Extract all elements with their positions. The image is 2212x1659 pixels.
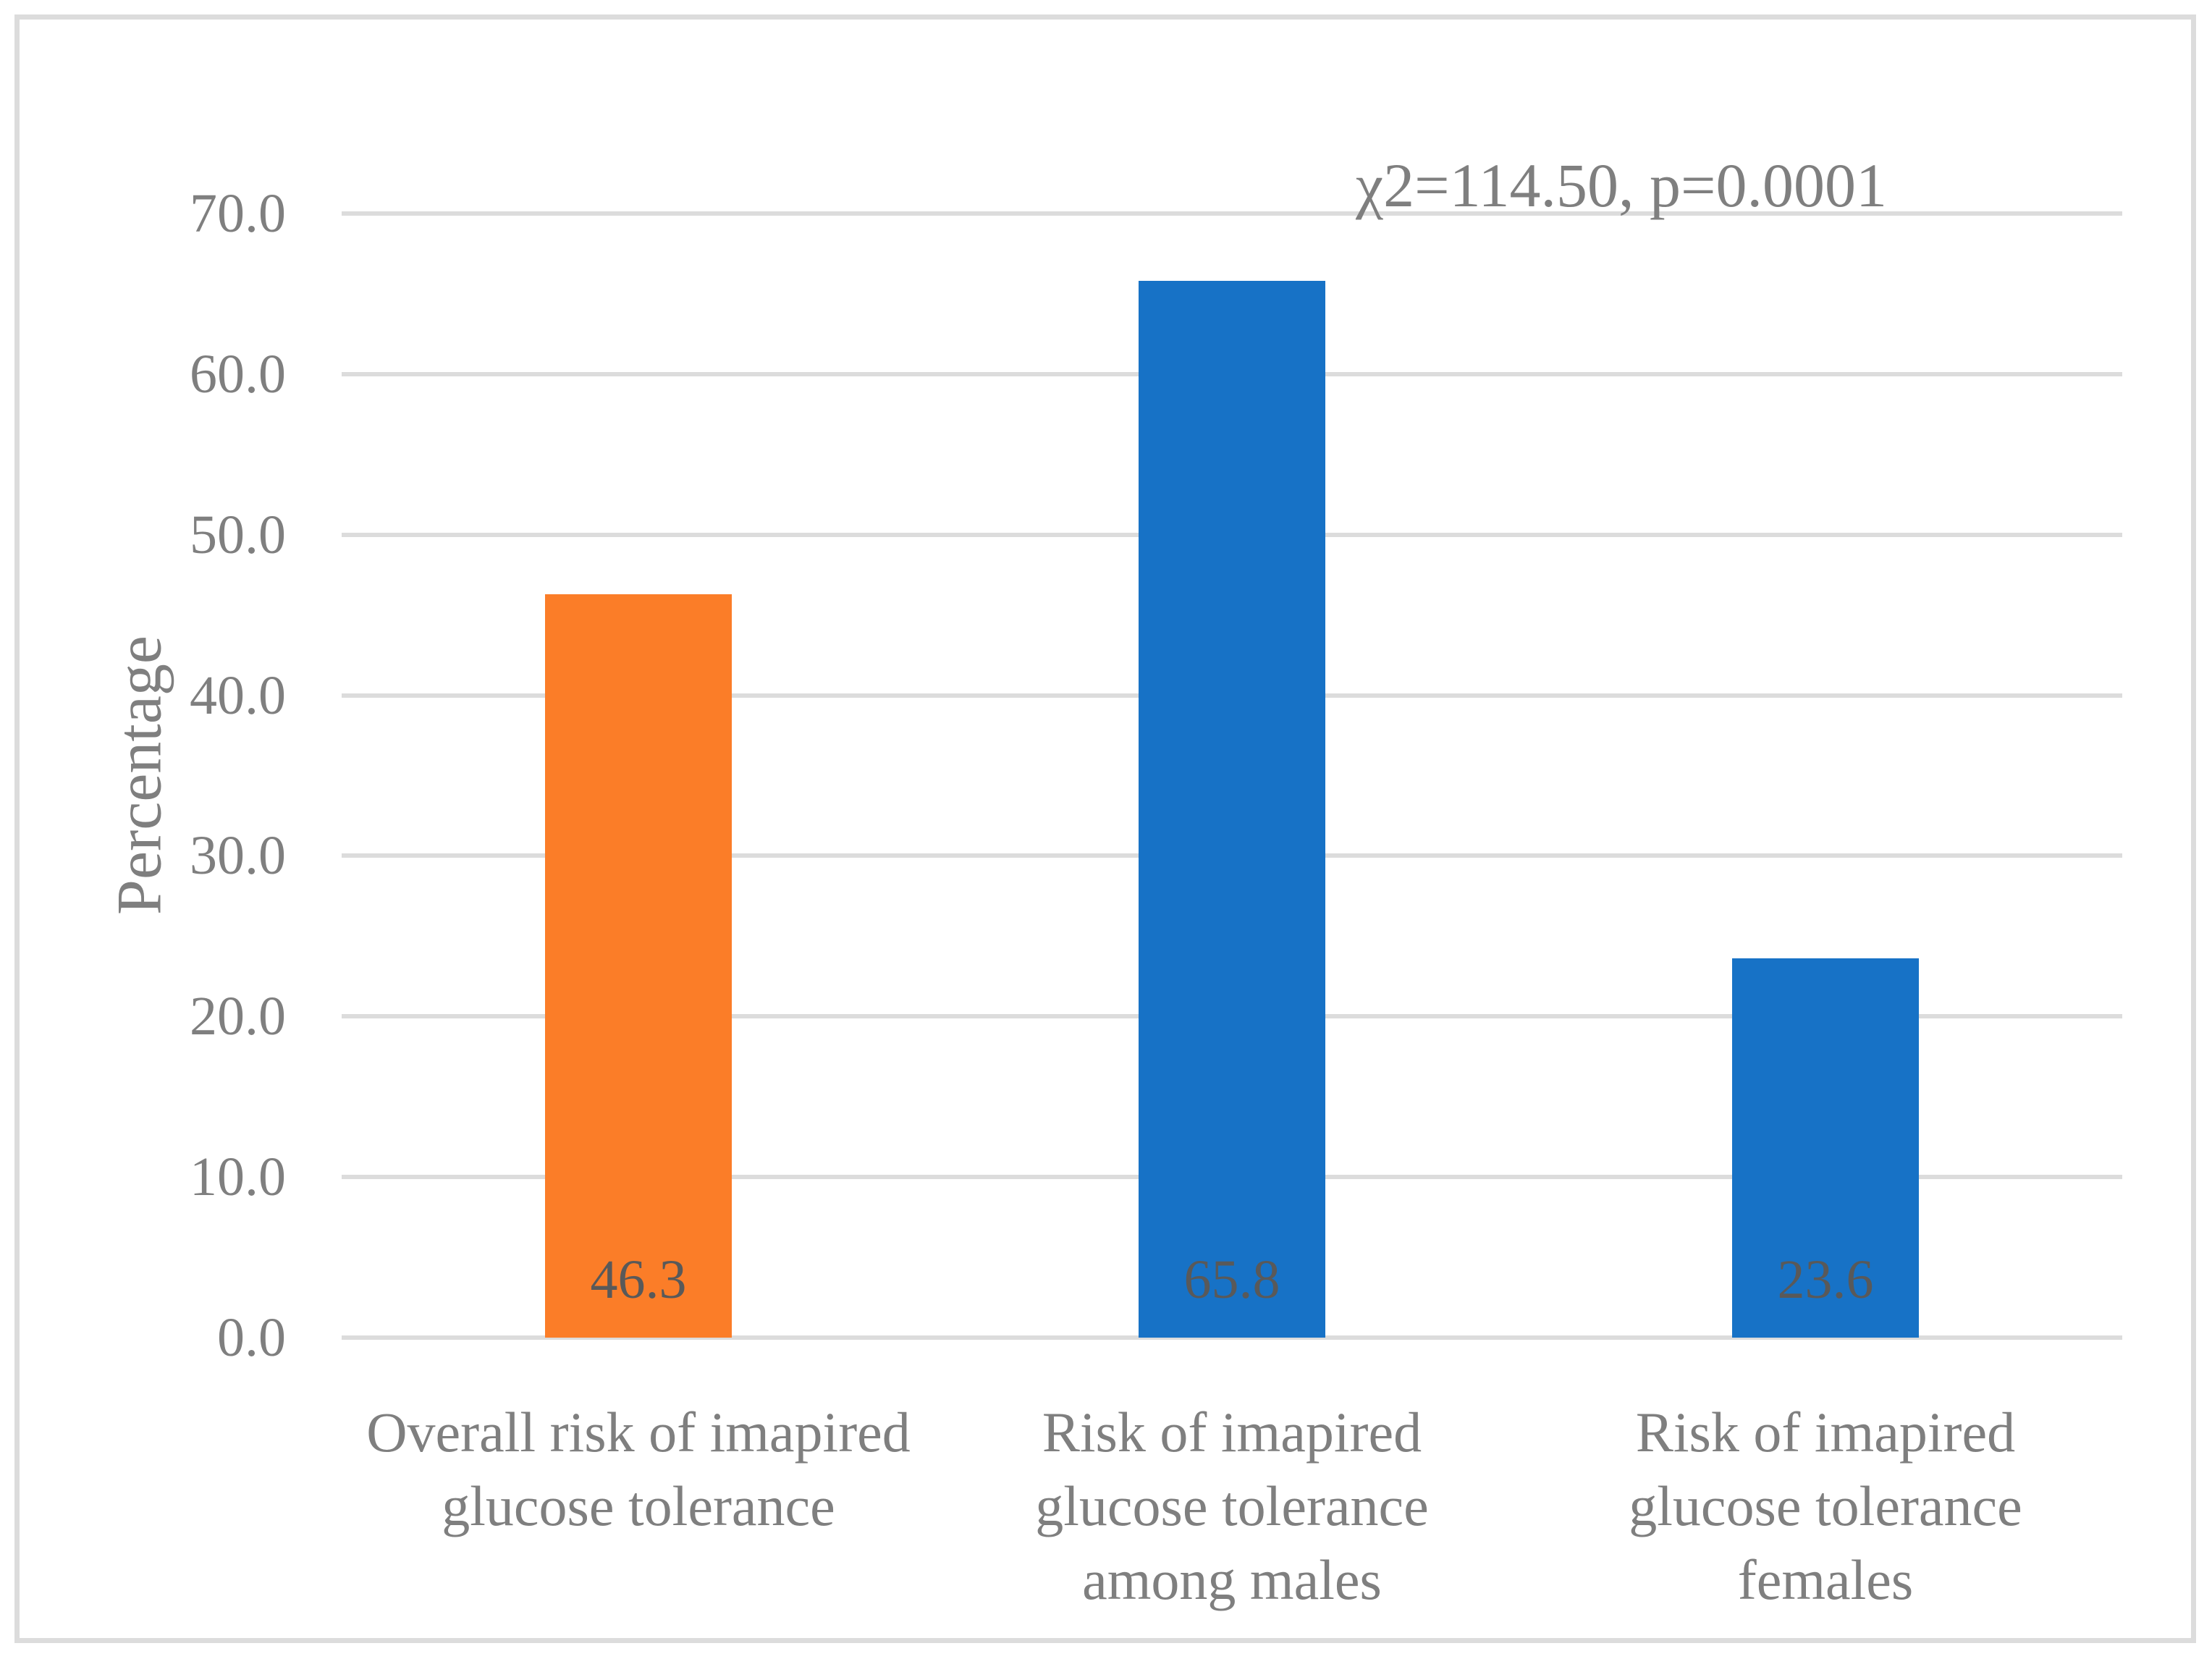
y-tick-label: 0.0 [217,1307,286,1368]
category-label: Risk of imapired glucose tolerance among m… [921,1396,1543,1617]
category-label: Overall risk of imapired glucose toleranc… [327,1396,950,1543]
category-label-line: Overall risk of imapired [366,1401,911,1464]
y-tick-label: 50.0 [190,504,286,565]
category-label-line: glucose tolerance [1035,1474,1429,1537]
y-tick-label: 60.0 [190,343,286,405]
bar [545,594,732,1338]
category-label-line: glucose tolerance [442,1474,835,1537]
gridline [342,211,2122,216]
chi-square-annotation: χ2=114.50, p=0.0001 [1356,151,1887,220]
bar [1732,958,1919,1338]
y-tick-label: 20.0 [190,986,286,1047]
category-label-line: glucose tolerance [1629,1474,2022,1537]
y-tick-label: 10.0 [190,1147,286,1208]
y-tick-label: 70.0 [190,183,286,244]
chart-outer-border [14,14,2196,1643]
bar-data-label: 65.8 [1183,1249,1280,1310]
category-label-line: among males [1082,1548,1382,1611]
gridline [342,1335,2122,1340]
category-label-line: Risk of imapired [1042,1401,1422,1464]
category-label-line: females [1737,1548,1914,1611]
y-axis-title: Percentage [104,636,175,915]
bar [1139,281,1325,1338]
y-tick-label: 30.0 [190,825,286,887]
bar-data-label: 23.6 [1777,1249,1874,1310]
category-label: Risk of imapired glucose tolerance females [1514,1396,2137,1617]
y-tick-label: 40.0 [190,664,286,726]
category-label-line: Risk of imapired [1635,1401,2016,1464]
bar-data-label: 46.3 [590,1249,687,1310]
